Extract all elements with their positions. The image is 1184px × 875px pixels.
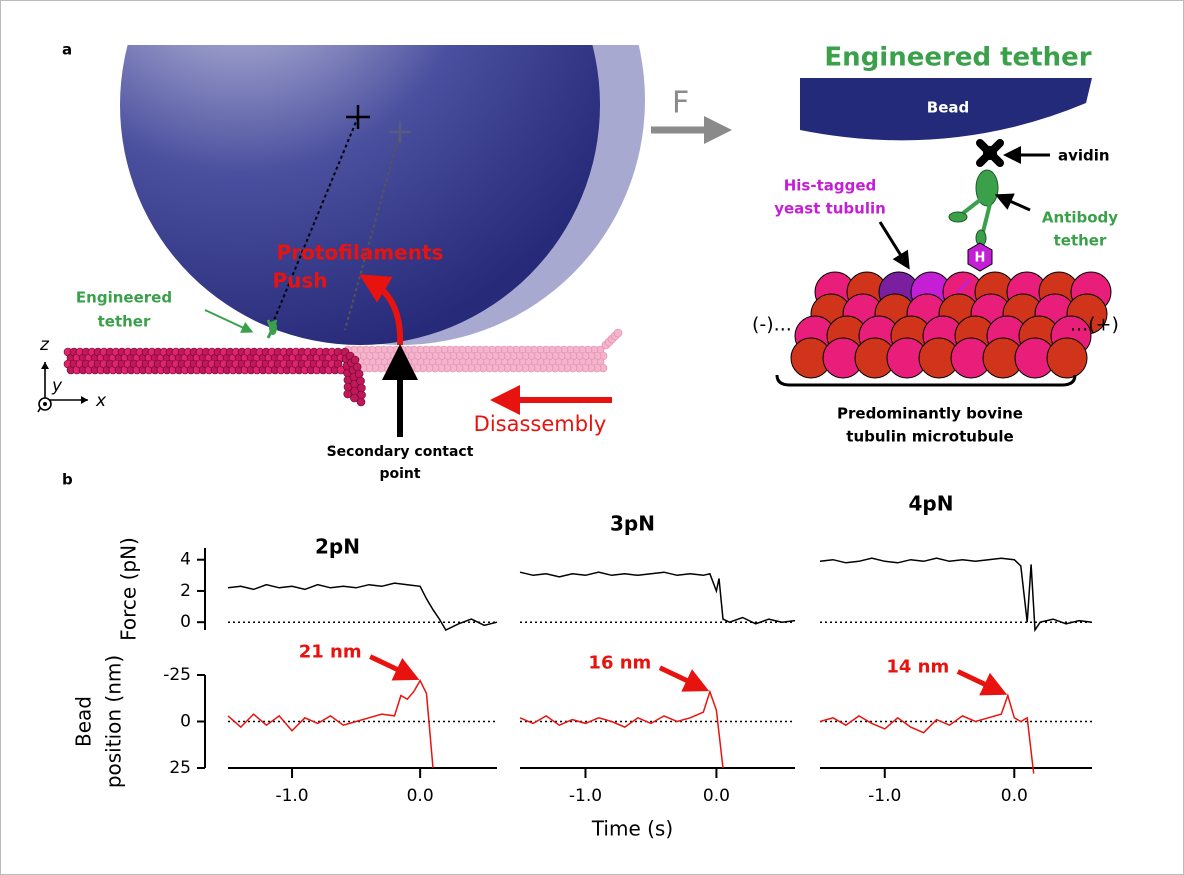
chart-title: 3pN xyxy=(610,512,655,536)
tubulin xyxy=(350,393,359,403)
antibody-label: tether xyxy=(1054,232,1107,250)
y-tick-label: 4 xyxy=(180,550,191,570)
annotation: 16 nm xyxy=(588,653,651,674)
axis-label: x xyxy=(95,391,107,411)
bead-label: Bead xyxy=(927,99,969,117)
push-arrow xyxy=(359,274,404,346)
annotation: 14 nm xyxy=(886,656,949,677)
annotation-arrow xyxy=(658,665,710,692)
end-label: ...(+) xyxy=(1070,314,1119,336)
bracket xyxy=(775,374,1077,387)
push-label: Push xyxy=(272,269,327,293)
y-tick-label: -25 xyxy=(163,665,191,685)
dashed-line xyxy=(271,116,359,326)
tether-label: Engineered xyxy=(76,289,172,307)
y-tick-label: 0 xyxy=(180,712,191,732)
mt-label: tubulin microtubule xyxy=(846,428,1013,446)
center-mark xyxy=(389,121,411,143)
panel-label: a xyxy=(62,41,72,59)
mt-label: Predominantly bovine xyxy=(837,405,1023,423)
y-tick-label: 0 xyxy=(180,612,191,632)
antibody-label: Antibody xyxy=(1042,209,1118,227)
avidin-label: avidin xyxy=(1058,147,1110,165)
push-label: Protofilaments xyxy=(277,241,444,265)
tubulin xyxy=(613,328,623,338)
bead xyxy=(120,45,600,345)
his-link xyxy=(956,278,972,294)
trace xyxy=(819,693,1035,774)
his-label: yeast tubulin xyxy=(774,200,886,218)
arrow xyxy=(994,193,1031,212)
axis-triad xyxy=(43,402,47,406)
x-axis-label: Time (s) xyxy=(591,817,673,841)
antibody xyxy=(948,211,968,223)
his-symbol: H xyxy=(975,251,986,266)
x-tick-label: 0.0 xyxy=(1001,786,1028,806)
lattice xyxy=(790,271,1112,379)
contact-label: point xyxy=(379,466,420,482)
dashed-line xyxy=(344,131,401,331)
x-tick-label: -1.0 xyxy=(569,786,602,806)
x-tick-label: -1.0 xyxy=(275,786,308,806)
his-tag xyxy=(967,242,993,272)
trace xyxy=(227,679,434,769)
inset: Engineered tether Bead avidin Antibody t… xyxy=(752,43,1119,446)
annotation-arrow xyxy=(369,654,420,681)
trace xyxy=(519,571,796,625)
axis-label: z xyxy=(39,335,50,355)
contact-label: Secondary contact xyxy=(327,444,474,460)
x-tick-label: -1.0 xyxy=(868,786,901,806)
tubulin xyxy=(356,397,366,407)
y-axis-label: Bead xyxy=(72,696,96,747)
end-label: (-)... xyxy=(752,314,792,336)
trace xyxy=(819,557,1093,633)
his-label: His-tagged xyxy=(784,177,877,195)
x-tick-label: 0.0 xyxy=(703,786,730,806)
avidin xyxy=(983,146,997,160)
y-tick-label: 25 xyxy=(169,758,191,778)
annotation: 21 nm xyxy=(299,642,362,663)
antibody xyxy=(975,169,999,207)
tether-arrow xyxy=(204,309,254,333)
tether-label: tether xyxy=(98,313,151,331)
tubulin xyxy=(354,369,364,379)
trace xyxy=(227,582,498,631)
axis-triad xyxy=(41,362,88,404)
chart-title: 2pN xyxy=(315,535,360,559)
panel-a: a F Protofilaments Push Engineered tethe… xyxy=(37,41,732,482)
bead-shape xyxy=(800,78,1092,141)
trace xyxy=(519,689,724,769)
arrow xyxy=(878,221,910,270)
x-tick-label: 0.0 xyxy=(407,786,434,806)
chart-title: 4pN xyxy=(909,492,954,516)
disassembly-label: Disassembly xyxy=(474,412,607,436)
y-axis-label: Force (pN) xyxy=(117,537,141,641)
tubulin xyxy=(1046,337,1088,379)
inset-title: Engineered tether xyxy=(824,43,1091,73)
force-label: F xyxy=(672,86,689,121)
y-tick-label: 2 xyxy=(180,581,191,601)
panel-label: b xyxy=(62,471,73,489)
center-mark xyxy=(346,105,370,129)
y-axis-label: position (nm) xyxy=(102,655,126,788)
axis-label: y xyxy=(51,376,63,396)
panel-b: 2pN 0 2 4 Force (pN) 3pN 4pN -25 0 25 Bead position… xyxy=(72,492,1093,841)
tether xyxy=(269,321,277,335)
annotation-arrow xyxy=(956,669,1008,696)
